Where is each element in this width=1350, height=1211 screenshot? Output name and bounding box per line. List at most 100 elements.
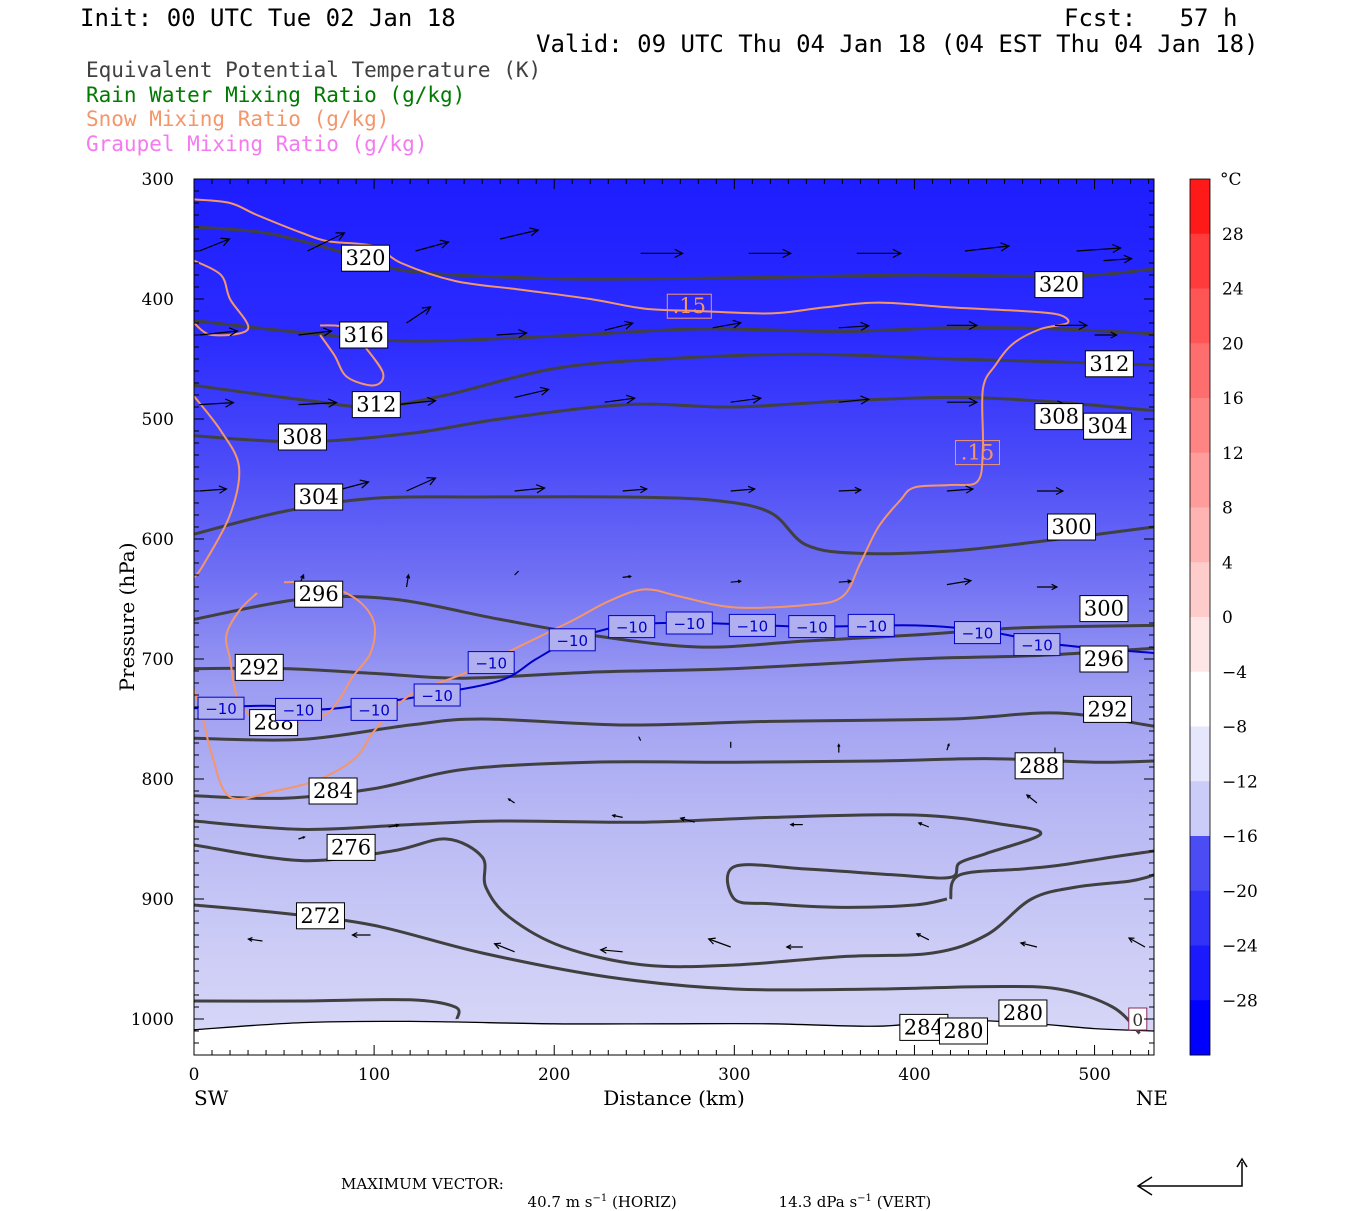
theta-e-label-box — [938, 1017, 988, 1045]
wind-vector — [838, 579, 853, 584]
wind-vector-head — [1112, 243, 1122, 254]
wind-vector-head — [732, 319, 742, 329]
temperature-label: −10 — [673, 615, 705, 633]
wind-vector — [730, 485, 757, 494]
wind-vector — [406, 477, 437, 492]
colorbar-bin — [1190, 671, 1210, 727]
wind-vector — [838, 321, 871, 331]
snow-contour — [194, 259, 250, 337]
wind-vector — [298, 836, 306, 840]
wind-vector — [946, 485, 975, 494]
wind-vector-shaft — [496, 332, 527, 336]
wind-vector-head — [439, 239, 450, 249]
wind-vector — [638, 736, 642, 741]
wind-vector-shaft — [500, 229, 539, 240]
theta-e-label-box — [308, 777, 358, 805]
x-tick-label: 100 — [358, 1065, 390, 1085]
wind-vector-head — [854, 486, 863, 494]
wind-vector-shaft — [494, 943, 515, 953]
colorbar-bin — [1190, 179, 1210, 235]
wind-vector — [789, 822, 803, 827]
theta-e-label: 312 — [356, 393, 396, 417]
wind-vector-shaft — [838, 580, 851, 583]
theta-e-contour — [194, 395, 1154, 444]
temperature-label-box — [728, 613, 776, 637]
theta-e-label-box — [1034, 271, 1084, 299]
theta-e-label-box — [277, 423, 327, 451]
colorbar-tick-label: −8 — [1222, 718, 1247, 738]
wind-vector-shaft — [199, 330, 238, 336]
theta-e-label: 304 — [299, 485, 339, 509]
wind-vector-head — [1025, 794, 1031, 799]
wind-vector-head — [947, 742, 950, 747]
theta-e-contour — [949, 849, 1154, 900]
snow-label-box — [666, 293, 712, 319]
theta-e-label: 308 — [1039, 405, 1079, 429]
wind-vector-shaft — [199, 488, 227, 492]
colorbar-tick-label: −24 — [1222, 937, 1258, 957]
max-vector-horiz: 40.7 m s−1 (HORIZ) — [518, 1175, 677, 1211]
legend-rain-water: Rain Water Mixing Ratio (g/kg) — [86, 83, 466, 107]
theta-e-label-box — [1014, 752, 1064, 780]
wind-vector-head — [507, 798, 511, 802]
wind-vector-head — [1078, 320, 1089, 331]
wind-vector-shaft — [1103, 258, 1132, 262]
wind-vector-head — [1000, 242, 1011, 252]
theta-e-label-box — [341, 244, 391, 272]
y-tick-label: 300 — [142, 170, 174, 190]
wind-vector-head — [224, 398, 235, 408]
wind-vector — [1036, 583, 1059, 591]
theta-e-contour — [194, 998, 461, 1020]
wind-vector-shaft — [612, 814, 623, 818]
wind-vector-head — [737, 579, 743, 584]
wind-vector-head — [220, 237, 231, 247]
wind-vector-head — [789, 822, 795, 827]
theta-e-label-box — [1079, 595, 1129, 623]
wind-vector — [500, 227, 540, 240]
wind-vector — [640, 248, 685, 259]
y-tick-label: 500 — [142, 410, 174, 430]
wind-vector-shaft — [838, 489, 861, 492]
wind-vector — [388, 823, 400, 828]
wind-vector-head — [965, 485, 975, 494]
max-vector-horiz-exp: −1 — [592, 1193, 608, 1204]
wind-vector-shaft — [405, 574, 410, 588]
wind-vector-head — [493, 942, 502, 950]
wind-vector-head — [535, 484, 546, 494]
wind-vector — [730, 579, 743, 584]
wind-vector — [1094, 331, 1118, 339]
theta-e-label-box — [234, 653, 284, 681]
colorbar-tick-label: −12 — [1222, 772, 1258, 792]
wind-vector-head — [1055, 486, 1065, 496]
wind-vector — [247, 937, 263, 942]
temperature-label: −10 — [737, 617, 769, 635]
valid-time: Valid: 09 UTC Thu 04 Jan 18 (04 EST Thu … — [536, 30, 1259, 58]
wind-vector-head — [1127, 937, 1135, 943]
temperature-label: −10 — [421, 687, 453, 705]
wind-vector-shaft — [406, 477, 436, 492]
colorbar-tick-label: 28 — [1222, 225, 1244, 245]
wind-vector-head — [611, 814, 616, 818]
wind-vector — [679, 816, 695, 823]
wind-vector — [1076, 243, 1122, 254]
theta-e-label: 280 — [943, 1019, 983, 1043]
colorbar-tick-label: −4 — [1222, 663, 1247, 683]
wind-vector — [1127, 937, 1146, 948]
wind-vector — [946, 320, 979, 331]
wind-vector-shaft — [307, 232, 345, 252]
wind-vector-head — [782, 248, 793, 259]
wind-vector — [611, 814, 623, 818]
max-vector-label: MAXIMUM VECTOR: — [341, 1175, 504, 1193]
theta-e-contour — [194, 646, 1154, 680]
colorbar-bin — [1190, 343, 1210, 399]
wind-vector-shaft — [638, 736, 642, 741]
colorbar-unit: °C — [1220, 170, 1242, 190]
theta-e-label: 272 — [300, 904, 340, 928]
wind-vector — [1025, 794, 1038, 804]
max-vector-vert-tag: (VERT) — [876, 1193, 932, 1211]
temperature-label: −10 — [1021, 637, 1053, 655]
max-vector-horiz-value: 40.7 — [527, 1193, 561, 1211]
wind-vector-shaft — [838, 398, 869, 403]
theta-e-contour — [194, 225, 1154, 281]
wind-vector-head — [395, 823, 400, 828]
